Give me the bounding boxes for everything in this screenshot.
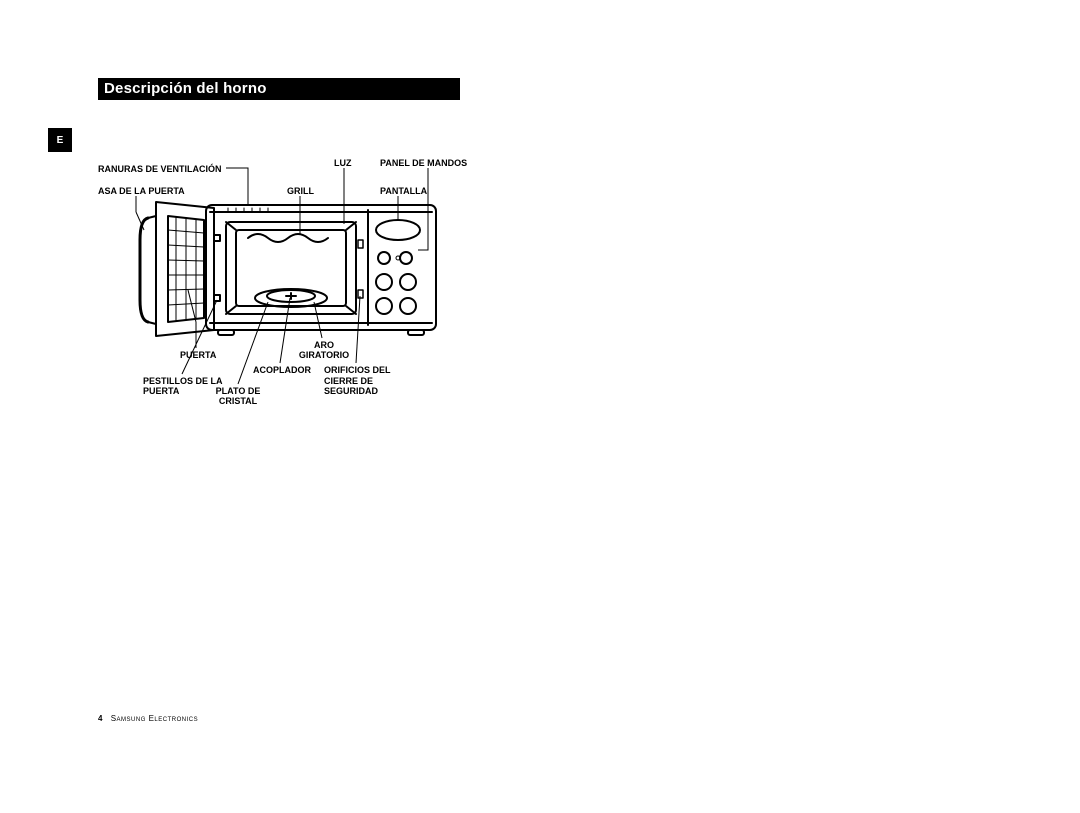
page-footer: 4 Samsung Electronics xyxy=(98,714,198,723)
brand-name: Samsung Electronics xyxy=(111,714,198,723)
oven-lineart xyxy=(98,150,468,420)
language-badge: E xyxy=(48,128,72,152)
page-number: 4 xyxy=(98,714,102,723)
page-title: Descripción del horno xyxy=(98,78,460,100)
oven-diagram: RANURAS DE VENTILACIÓN ASA DE LA PUERTA … xyxy=(98,150,468,420)
